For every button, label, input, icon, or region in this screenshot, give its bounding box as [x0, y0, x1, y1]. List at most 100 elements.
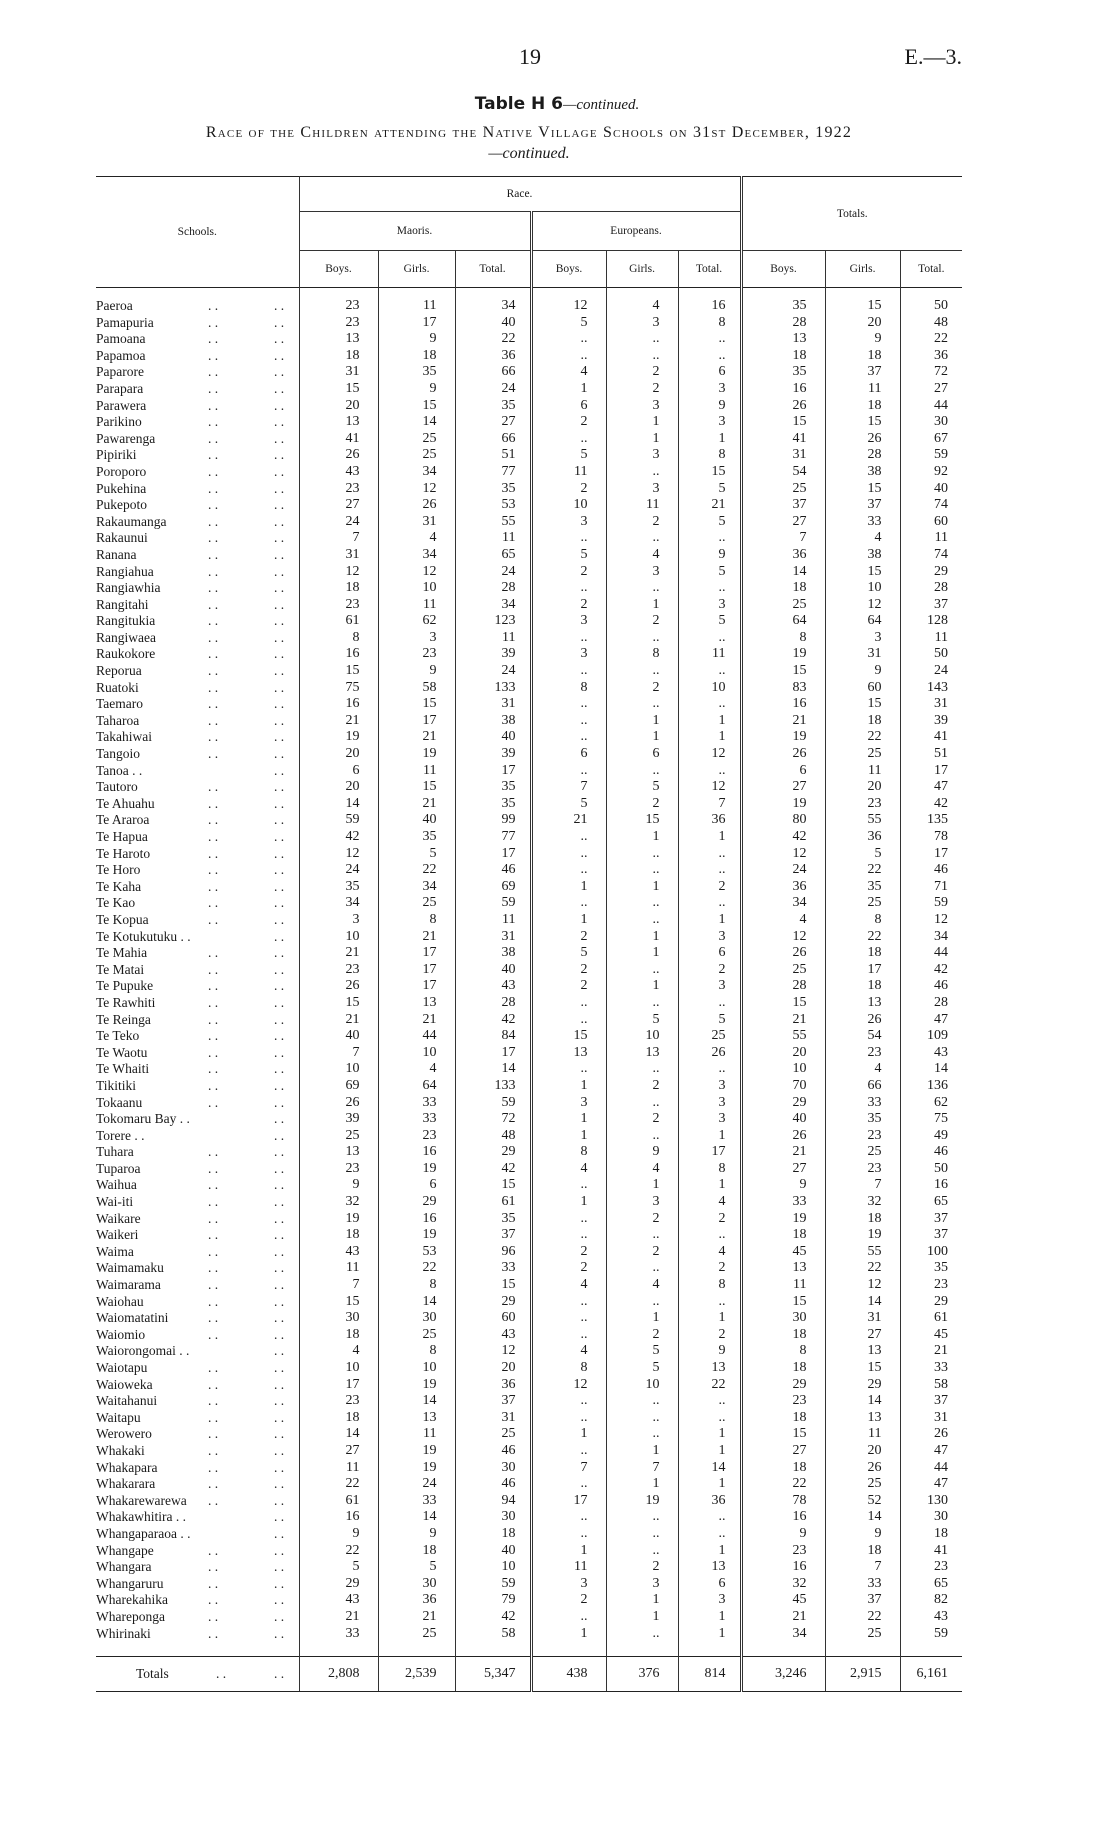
maori-total-cell: 65: [454, 546, 531, 564]
maori-boys-cell: 11: [298, 1260, 378, 1278]
table-row: Whangape. .. . 22 18 40 1.. 1 23 18 41: [96, 1542, 963, 1560]
european-girls-cell: 5: [605, 1360, 678, 1377]
european-boys-cell: 12: [529, 1376, 606, 1394]
school-cell: Te Reinga . . . .: [96, 1012, 299, 1029]
total-boys-cell: 21: [739, 1011, 826, 1029]
total-girls-cell: 3: [824, 629, 901, 647]
total-boys-cell: 40: [739, 1111, 826, 1128]
school-cell: Parapara . . . .: [96, 381, 299, 398]
maori-boys-cell: 10: [298, 1360, 378, 1377]
european-total-cell: 1: [677, 911, 742, 929]
european-girls-cell: 1: [605, 945, 678, 962]
total-total-cell: 47: [899, 1011, 963, 1029]
spacer-cell: [377, 1642, 455, 1657]
table-row: Whirinaki. .. . 33 25 58 1.. 1 34 25 59: [96, 1625, 963, 1643]
dot-leader: . .: [274, 1492, 285, 1508]
school-cell: Te Kotukutuku . . . .: [96, 929, 299, 946]
maori-total-cell: 17: [454, 845, 531, 863]
maori-girls-cell: 5: [377, 1559, 455, 1576]
school-cell: Waikare . . . .: [96, 1211, 299, 1228]
total-girls-cell: 22: [824, 862, 901, 879]
total-total-cell: 16: [899, 1177, 963, 1195]
european-girls-cell: ..: [605, 1227, 678, 1244]
total-total-cell: 143: [899, 679, 963, 697]
total-girls-cell: 9: [824, 331, 901, 348]
school-cell: Waioweka . . . .: [96, 1377, 299, 1394]
dot-leader: . .: [208, 298, 219, 313]
total-girls-cell: 11: [824, 762, 901, 780]
dot-leader: . .: [208, 1011, 219, 1027]
maori-girls-cell: 6: [377, 1177, 455, 1195]
school-name: Whareponga: [96, 1608, 165, 1624]
maori-total-cell: 18: [454, 1525, 531, 1543]
school-cell: Waimamaku . . . .: [96, 1260, 299, 1277]
table-row: Ranana . . . . 31 34 65 5 4 9 36 38 74: [96, 546, 963, 564]
maori-girls-cell: 25: [377, 447, 455, 464]
school-name: Waima: [96, 1243, 134, 1259]
dot-leader: . .: [274, 447, 285, 463]
dot-leader: . .: [208, 895, 219, 911]
total-girls-cell: 22: [824, 1608, 901, 1626]
total-boys-cell: 70: [739, 1077, 826, 1095]
european-total-cell: 6: [677, 1575, 742, 1593]
total-boys-cell: 18: [739, 1227, 826, 1244]
european-girls-cell: ..: [605, 347, 678, 365]
maori-girls-cell: 25: [377, 430, 455, 448]
european-boys-cell: ..: [529, 895, 606, 912]
maori-boys-cell: 21: [298, 1011, 378, 1029]
total-girls-cell: 13: [824, 1409, 901, 1427]
table-row: Tokaanu. .. . 26 33 59 3.. 3 29 33 62: [96, 1094, 963, 1112]
total-total-cell: 67: [899, 430, 963, 448]
european-girls-cell: ..: [605, 862, 678, 879]
total-total-cell: 22: [899, 331, 963, 348]
maori-total-cell: 28: [454, 580, 531, 597]
school-name: Waihua: [96, 1177, 137, 1193]
school-cell: Werowero . . . .: [96, 1426, 299, 1443]
total-girls-cell: 14: [824, 1293, 901, 1311]
header-european-girls: Girls.: [605, 250, 678, 288]
european-girls-cell: 2: [605, 679, 678, 697]
total-total-cell: 31: [899, 1409, 963, 1427]
maori-boys-cell: 14: [298, 795, 378, 813]
dot-leader: . .: [274, 1077, 285, 1093]
maori-boys-cell: 24: [298, 513, 378, 531]
total-girls-cell: 37: [824, 497, 901, 514]
total-girls-cell: 5: [824, 845, 901, 863]
european-girls-cell: ..: [605, 911, 678, 929]
total-boys-cell: 26: [739, 397, 826, 415]
maori-girls-cell: 17: [377, 712, 455, 730]
school-name: Waiorongomai . .: [96, 1343, 190, 1359]
maori-girls-cell: 21: [377, 729, 455, 747]
maori-girls-cell: 15: [377, 397, 455, 415]
maori-boys-cell: 9: [298, 1177, 378, 1195]
dot-leader: . .: [274, 430, 285, 446]
maori-total-cell: 77: [454, 829, 531, 846]
maori-boys-cell: 18: [298, 580, 378, 597]
total-girls-cell: 15: [824, 563, 901, 581]
school-cell: Rangiwaea . . . .: [96, 630, 299, 647]
dot-leader: . .: [208, 1559, 219, 1575]
total-total-cell: 59: [899, 895, 963, 912]
table-row: Torere . .. . 25 23 48 1.. 1 26 23 49: [96, 1127, 963, 1145]
dot-leader: . .: [274, 1575, 285, 1591]
maori-total-cell: 28: [454, 994, 531, 1012]
total-total-cell: 18: [899, 1525, 963, 1543]
total-boys-cell: 15: [739, 1293, 826, 1311]
total-boys-cell: 29: [739, 1376, 826, 1394]
total-girls-cell: 23: [824, 1127, 901, 1145]
european-total-cell: ..: [677, 580, 742, 597]
table-row: Whakaki. .. . 27 19 46.. 1 1 27 20 47: [96, 1442, 963, 1460]
school-name: Pipiriki: [96, 447, 137, 463]
european-boys-cell: 4: [529, 364, 606, 381]
table-row: Parikino. .. . 13 14 27 2 1 3 15 15 30: [96, 414, 963, 431]
maori-girls-cell: 25: [377, 895, 455, 912]
european-total-cell: ..: [677, 1409, 742, 1427]
table-row: Taemaro. .. . 16 15 31...... 16 15 31: [96, 696, 963, 713]
total-girls-cell: 9: [824, 663, 901, 680]
european-total-cell: 8: [677, 314, 742, 332]
total-total-cell: 43: [899, 1608, 963, 1626]
total-total-cell: 37: [899, 1210, 963, 1228]
total-total-cell: 6,161: [899, 1656, 963, 1693]
maori-girls-cell: 21: [377, 795, 455, 813]
dot-leader: . .: [208, 795, 219, 811]
